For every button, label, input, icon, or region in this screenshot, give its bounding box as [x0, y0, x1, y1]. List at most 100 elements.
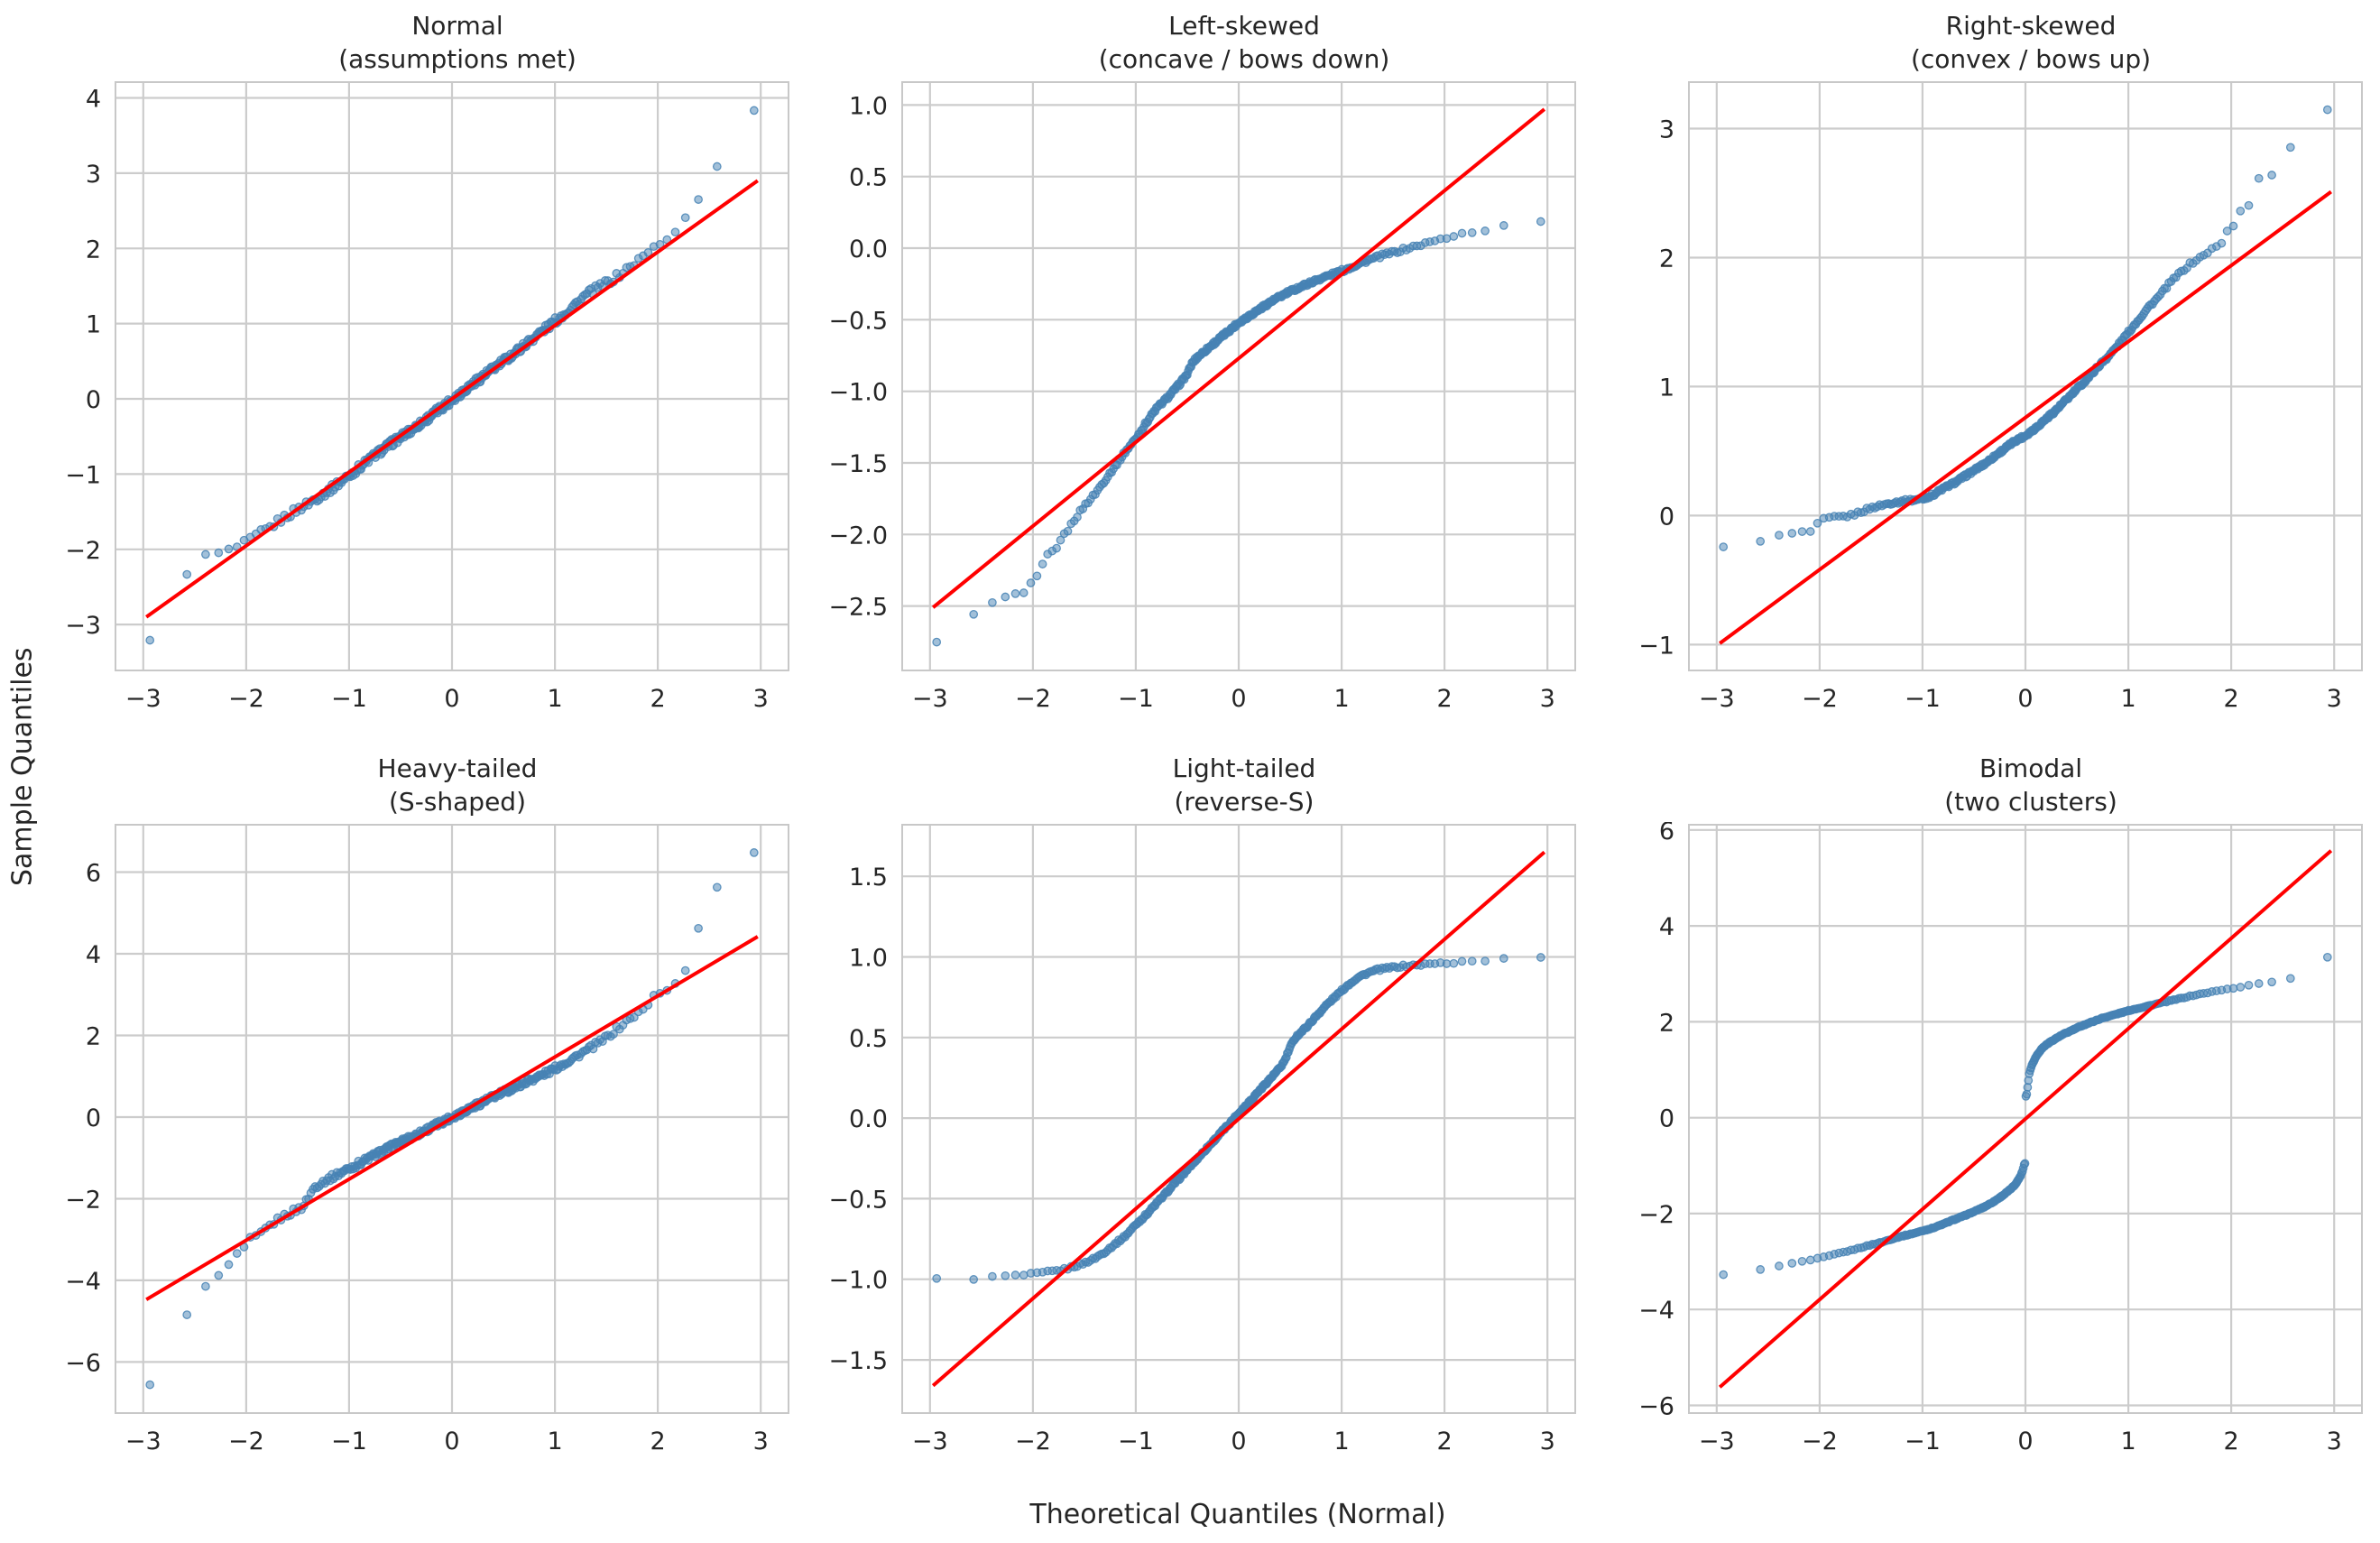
svg-text:−3: −3: [65, 612, 101, 640]
svg-text:0: 0: [2017, 685, 2033, 711]
svg-text:−0.5: −0.5: [828, 1186, 888, 1214]
qq-plot-left-skewed-canvas: −3 −2 −1 0 1 2 3 −2.5 −2.0 −1.5 −1.0 −0.5 0.0 0.5 1.0: [828, 81, 1576, 711]
svg-text:2: 2: [1659, 245, 1674, 273]
svg-text:1: 1: [1659, 374, 1674, 402]
svg-text:0: 0: [1659, 503, 1674, 531]
svg-text:1: 1: [1334, 1428, 1350, 1454]
svg-text:−1: −1: [1638, 632, 1674, 660]
svg-text:0.0: 0.0: [849, 1105, 888, 1133]
svg-text:2: 2: [2224, 685, 2239, 711]
svg-text:−1: −1: [331, 685, 367, 711]
svg-text:0.5: 0.5: [849, 164, 888, 192]
svg-text:0.0: 0.0: [849, 236, 888, 263]
svg-text:−1.5: −1.5: [828, 450, 888, 478]
svg-text:0: 0: [1659, 1105, 1674, 1133]
qq-subplot-bimodal: Bimodal (two clusters) −3 −2 −1 0 1 2 3 −6 −4 −2 0…: [1610, 743, 2373, 1485]
subplot-title-line2: (assumptions met): [338, 44, 577, 74]
svg-text:−1.0: −1.0: [828, 1267, 888, 1295]
qq-subplot-heavy-tailed: Heavy-tailed (S-shaped) −3 −2 −1 0 1 2 3 −6 −4 −2…: [36, 743, 799, 1485]
subplot-title-line2: (reverse-S): [1174, 787, 1315, 817]
qq-plot-normal-canvas: −3 −2 −1 0 1 2 3 −3 −2 −1 0 1 2 3 4: [65, 81, 789, 711]
svg-text:−1: −1: [65, 461, 101, 489]
svg-text:2: 2: [86, 236, 101, 263]
svg-text:0: 0: [2017, 1428, 2033, 1454]
subplot-title: Bimodal (two clusters): [1689, 752, 2373, 820]
svg-text:2: 2: [1437, 1428, 1453, 1454]
svg-text:−1.0: −1.0: [828, 379, 888, 407]
svg-text:1.0: 1.0: [849, 945, 888, 973]
subplot-title-line1: Bimodal: [1979, 753, 2083, 783]
svg-text:−2: −2: [65, 537, 101, 565]
svg-text:3: 3: [753, 685, 769, 711]
svg-text:2: 2: [86, 1023, 101, 1051]
subplot-title-line2: (convex / bows up): [1910, 44, 2152, 74]
qq-subplot-normal: Normal (assumptions met) −3 −2 −1 0 1 2 3 −3 −2−…: [36, 0, 799, 743]
svg-text:3: 3: [1540, 1428, 1555, 1454]
svg-text:1: 1: [548, 1428, 563, 1454]
svg-text:3: 3: [1659, 116, 1674, 144]
svg-text:3: 3: [2327, 685, 2342, 711]
svg-text:0: 0: [444, 1428, 459, 1454]
qq-plot-bimodal-canvas: −3 −2 −1 0 1 2 3 −6 −4 −2 0 2 4 6: [1638, 822, 2363, 1454]
svg-text:4: 4: [1659, 913, 1674, 941]
svg-text:−3: −3: [912, 685, 948, 711]
subplot-title-line1: Left-skewed: [1168, 11, 1320, 41]
svg-text:3: 3: [753, 1428, 769, 1454]
svg-text:−1: −1: [331, 1428, 367, 1454]
svg-text:1: 1: [86, 311, 101, 339]
svg-text:−6: −6: [65, 1349, 101, 1377]
qq-plot-light-tailed-canvas: −3 −2 −1 0 1 2 3 −1.5 −1.0 −0.5 0.0 0.5 1.0 1.5: [828, 824, 1576, 1454]
svg-text:−3: −3: [912, 1428, 948, 1454]
svg-text:6: 6: [86, 860, 101, 888]
subplot-title: Normal (assumptions met): [115, 9, 799, 78]
svg-text:−6: −6: [1638, 1393, 1674, 1421]
subplot-title-line2: (S-shaped): [389, 787, 526, 817]
svg-text:−4: −4: [65, 1268, 101, 1296]
svg-text:−2: −2: [1802, 1428, 1838, 1454]
svg-text:1: 1: [2121, 685, 2136, 711]
subplot-title: Light-tailed (reverse-S): [902, 752, 1586, 820]
subplot-title-line2: (two clusters): [1944, 787, 2117, 817]
svg-text:0: 0: [1231, 685, 1246, 711]
qq-subplot-left-skewed: Left-skewed (concave / bows down) −3 −2 −1…: [823, 0, 1586, 743]
svg-text:2: 2: [650, 685, 666, 711]
svg-text:2: 2: [2224, 1428, 2239, 1454]
svg-text:−1: −1: [1905, 1428, 1941, 1454]
subplot-title: Right-skewed (convex / bows up): [1689, 9, 2373, 78]
svg-text:−2.5: −2.5: [828, 594, 888, 622]
svg-text:1.5: 1.5: [849, 864, 888, 892]
svg-text:−2: −2: [1015, 685, 1051, 711]
subplot-title-line1: Normal: [411, 11, 503, 41]
svg-text:−3: −3: [125, 1428, 161, 1454]
qq-plot-right-skewed-canvas: −3 −2 −1 0 1 2 3 −1 0 1 2 3: [1638, 81, 2363, 711]
svg-text:6: 6: [1659, 822, 1674, 845]
svg-text:−2: −2: [1638, 1201, 1674, 1229]
shared-x-axis-label: Theoretical Quantiles (Normal): [1029, 1499, 1446, 1530]
svg-text:0: 0: [444, 685, 459, 711]
svg-text:4: 4: [86, 941, 101, 969]
svg-text:3: 3: [1540, 685, 1555, 711]
svg-text:1.0: 1.0: [849, 92, 888, 120]
svg-text:−0.5: −0.5: [828, 307, 888, 335]
svg-text:−2.0: −2.0: [828, 522, 888, 550]
svg-text:2: 2: [650, 1428, 666, 1454]
svg-text:−2: −2: [65, 1187, 101, 1215]
svg-text:−3: −3: [125, 685, 161, 711]
svg-text:−2: −2: [228, 1428, 264, 1454]
svg-text:−3: −3: [1699, 1428, 1735, 1454]
svg-text:3: 3: [2327, 1428, 2342, 1454]
svg-text:1: 1: [548, 685, 563, 711]
svg-text:−2: −2: [1015, 1428, 1051, 1454]
subplot-grid: Normal (assumptions met) −3 −2 −1 0 1 2 3 −3 −2 −…: [36, 0, 2373, 1485]
subplot-title-line1: Right-skewed: [1945, 11, 2117, 41]
svg-text:1: 1: [1334, 685, 1350, 711]
subplot-title-line1: Heavy-tailed: [377, 753, 538, 783]
svg-text:1: 1: [2121, 1428, 2136, 1454]
svg-text:−2: −2: [1802, 685, 1838, 711]
subplot-title-line1: Light-tailed: [1172, 753, 1316, 783]
subplot-title: Heavy-tailed (S-shaped): [115, 752, 799, 820]
svg-text:−3: −3: [1699, 685, 1735, 711]
svg-text:0: 0: [86, 1104, 101, 1132]
svg-text:−1: −1: [1118, 685, 1154, 711]
